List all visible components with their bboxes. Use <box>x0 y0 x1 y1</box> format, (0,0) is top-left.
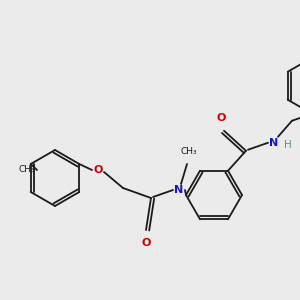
Text: CH₃: CH₃ <box>181 147 197 156</box>
Text: O: O <box>216 113 226 123</box>
Text: O: O <box>141 238 151 248</box>
Text: H: H <box>284 140 292 150</box>
Text: O: O <box>93 165 103 175</box>
Text: CH₃: CH₃ <box>18 166 35 175</box>
Text: N: N <box>174 185 184 195</box>
Text: N: N <box>269 138 279 148</box>
